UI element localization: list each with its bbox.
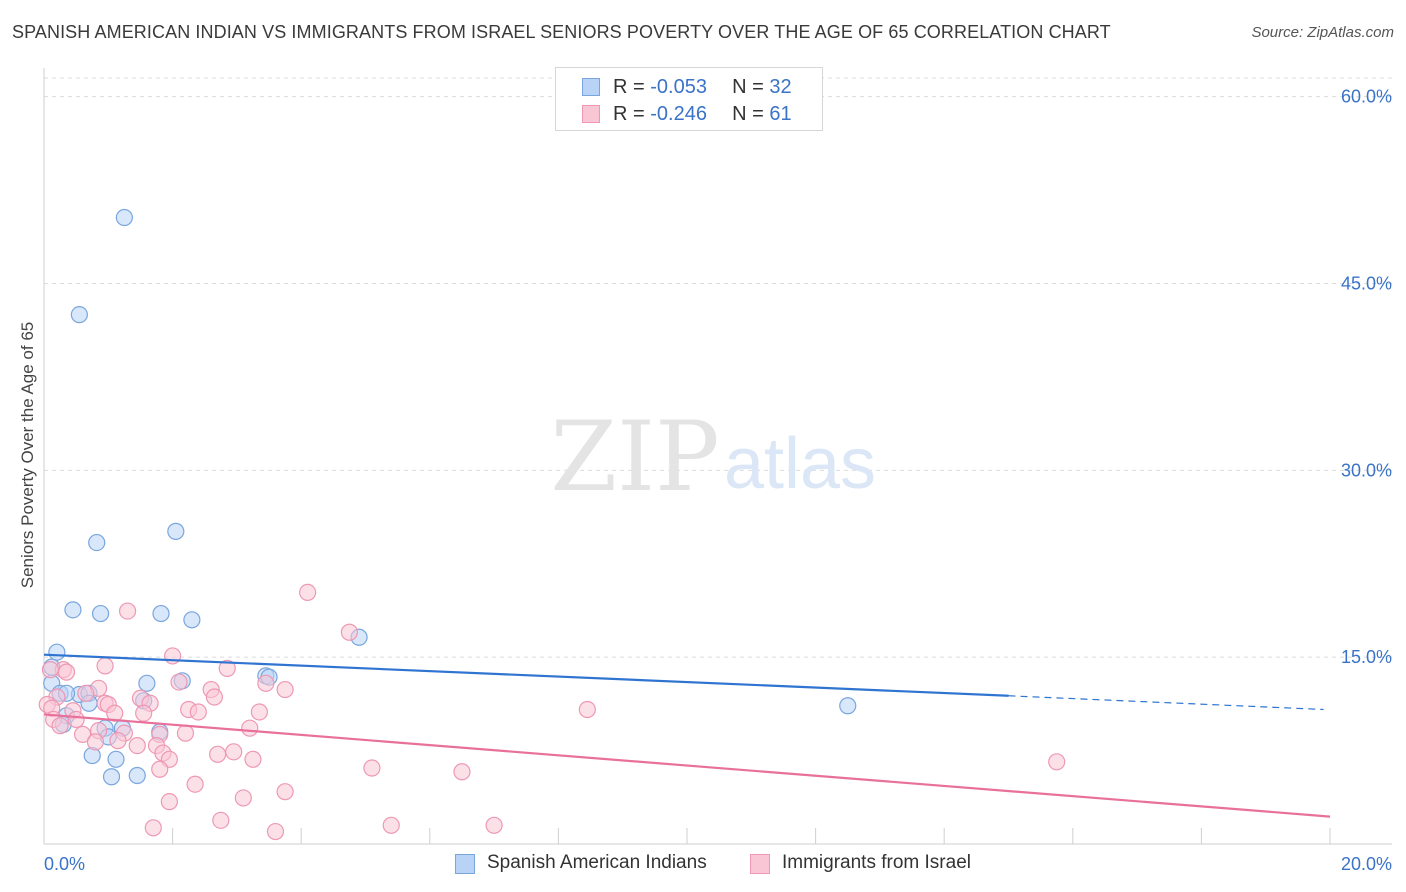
source-credit: Source: ZipAtlas.com <box>1251 24 1394 41</box>
immigrants-from-israel-point <box>96 657 114 675</box>
spanish-american-indians-point <box>839 697 857 715</box>
watermark: ZIP atlas <box>550 401 876 513</box>
pink-swatch <box>750 854 770 874</box>
immigrants-from-israel-point <box>299 583 317 602</box>
immigrants-from-israel-point <box>77 684 95 702</box>
immigrants-from-israel-point <box>276 783 294 801</box>
immigrants-from-israel-point <box>67 710 85 729</box>
immigrants-from-israel-point <box>363 759 381 777</box>
immigrants-from-israel-point <box>106 704 124 722</box>
legend-label: Immigrants from Israel <box>782 852 971 873</box>
immigrants-from-israel-point <box>73 725 92 743</box>
chart-title: SPANISH AMERICAN INDIAN VS IMMIGRANTS FR… <box>12 22 1111 42</box>
spanish-american-indians-point <box>138 674 156 692</box>
immigrants-from-israel-point <box>86 733 105 751</box>
immigrants-from-israel-point <box>164 647 182 665</box>
immigrants-from-israel-point <box>118 602 137 620</box>
spanish-american-indians-point <box>167 522 185 540</box>
spanish-american-indians-point <box>102 768 121 786</box>
immigrants-from-israel-point <box>453 763 471 781</box>
spanish-american-indians-point <box>183 611 201 629</box>
spanish-american-indians-trend-line <box>43 653 1009 697</box>
watermark-atlas: atlas <box>724 424 876 504</box>
y-tick-label: 30.0% <box>1341 460 1392 480</box>
x-tick-label: 20.0% <box>1341 854 1392 874</box>
spanish-american-indians-point <box>70 306 88 324</box>
immigrants-from-israel-point <box>340 623 359 641</box>
pink-swatch <box>582 105 600 123</box>
n-label: N = <box>732 76 770 98</box>
immigrants-from-israel-point <box>244 750 262 768</box>
immigrants-from-israel-point <box>135 704 153 722</box>
immigrants-from-israel-point <box>241 719 259 737</box>
blue-swatch <box>455 854 475 874</box>
immigrants-from-israel-point <box>128 737 146 755</box>
r-label: R = <box>613 103 651 125</box>
legend: Spanish American Indians Immigrants from… <box>0 850 1406 880</box>
tick-labels: 15.0% 30.0% 45.0% 60.0% 0.0% 20.0% <box>44 87 1392 874</box>
immigrants-from-israel-point <box>234 789 252 807</box>
immigrants-from-israel-point <box>144 819 162 837</box>
n-value: 32 <box>769 76 792 98</box>
y-tick-label: 45.0% <box>1341 274 1392 294</box>
immigrants-from-israel-point <box>257 674 275 692</box>
spanish-american-indians-point <box>115 208 133 227</box>
immigrants-from-israel-point <box>1048 753 1066 771</box>
immigrants-from-israel-point <box>250 703 269 721</box>
immigrants-from-israel-point <box>41 661 60 679</box>
immigrants-from-israel-point <box>276 680 294 699</box>
immigrants-from-israel-point <box>109 732 127 750</box>
immigrants-from-israel-point <box>170 673 188 691</box>
spanish-american-indians-point <box>128 766 146 785</box>
watermark-zip: ZIP <box>550 401 719 513</box>
spanish-american-indians-trend-extension <box>1008 695 1324 711</box>
spanish-american-indians-point <box>88 533 106 552</box>
immigrants-from-israel-point <box>212 811 230 829</box>
immigrants-from-israel-point <box>176 724 195 742</box>
immigrants-from-israel-point <box>485 816 503 834</box>
y-tick-label: 15.0% <box>1341 647 1392 667</box>
immigrants-from-israel-point <box>382 816 400 834</box>
immigrants-from-israel-point <box>209 745 227 763</box>
grid-lines <box>44 77 1392 658</box>
spanish-american-indians-point <box>64 601 82 619</box>
immigrants-from-israel-point <box>578 700 596 719</box>
r-value: -0.053 <box>650 76 707 98</box>
data-points <box>38 208 1066 841</box>
immigrants-from-israel-point <box>266 822 285 841</box>
spanish-american-indians-point <box>48 643 66 661</box>
immigrants-from-israel-point <box>151 760 169 778</box>
r-value: -0.246 <box>650 103 707 125</box>
n-label: N = <box>732 103 770 125</box>
immigrants-from-israel-point <box>57 663 76 681</box>
spanish-american-indians-point <box>152 604 170 623</box>
spanish-american-indians-point <box>107 750 125 768</box>
immigrants-from-israel-point <box>205 688 223 706</box>
spanish-american-indians-point <box>91 604 110 623</box>
n-value: 61 <box>769 103 792 125</box>
trend-lines <box>43 653 1331 818</box>
x-tick-label: 0.0% <box>44 854 85 874</box>
immigrants-from-israel-point <box>218 659 236 677</box>
immigrants-from-israel-trend-line <box>43 713 1331 818</box>
correlation-stats-box: R = -0.053 N = 32 R = -0.246 N = 61 <box>555 67 823 131</box>
immigrants-from-israel-point <box>189 703 207 721</box>
legend-label: Spanish American Indians <box>487 852 707 873</box>
immigrants-from-israel-point <box>225 743 243 761</box>
blue-swatch <box>582 78 600 96</box>
r-label: R = <box>613 76 651 98</box>
immigrants-from-israel-point <box>51 717 69 735</box>
y-tick-label: 60.0% <box>1341 87 1392 107</box>
immigrants-from-israel-point <box>186 775 204 793</box>
immigrants-from-israel-point <box>160 793 178 811</box>
